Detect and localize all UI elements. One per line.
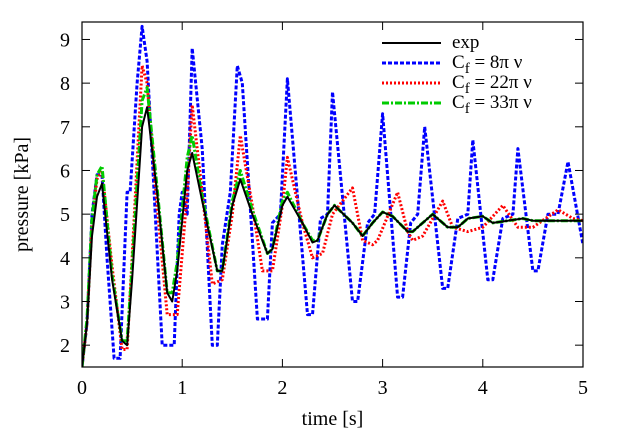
ticks-layer: 0 1 2 3 4 5 2 3 4 5 6 7 8 9 [60, 22, 588, 399]
x-tick-label: 4 [478, 377, 488, 399]
y-axis-label: pressure [kPa] [11, 137, 33, 252]
y-tick-label: 2 [60, 335, 70, 357]
legend-label-0: exp [452, 32, 479, 53]
y-tick-label: 8 [60, 73, 70, 95]
x-tick-label: 3 [378, 377, 388, 399]
x-tick-label: 2 [277, 377, 287, 399]
legend-label-1: Cf = 8π ν [452, 52, 523, 77]
y-tick-label: 6 [60, 160, 70, 182]
legend-label-2: Cf = 22π ν [452, 72, 532, 97]
y-tick-label: 4 [60, 248, 70, 270]
legend-label-3: Cf = 33π ν [452, 92, 532, 117]
y-tick-label: 7 [60, 117, 70, 139]
x-tick-label: 5 [578, 377, 588, 399]
x-axis-label: time [s] [302, 408, 364, 430]
x-tick-label: 0 [77, 377, 87, 399]
series-layer [82, 24, 583, 367]
plot-frame [81, 21, 584, 368]
y-tick-label: 9 [60, 29, 70, 51]
y-tick-label: 5 [60, 204, 70, 226]
series-line-0 [82, 106, 583, 367]
y-tick-label: 3 [60, 291, 70, 313]
x-tick-label: 1 [177, 377, 187, 399]
